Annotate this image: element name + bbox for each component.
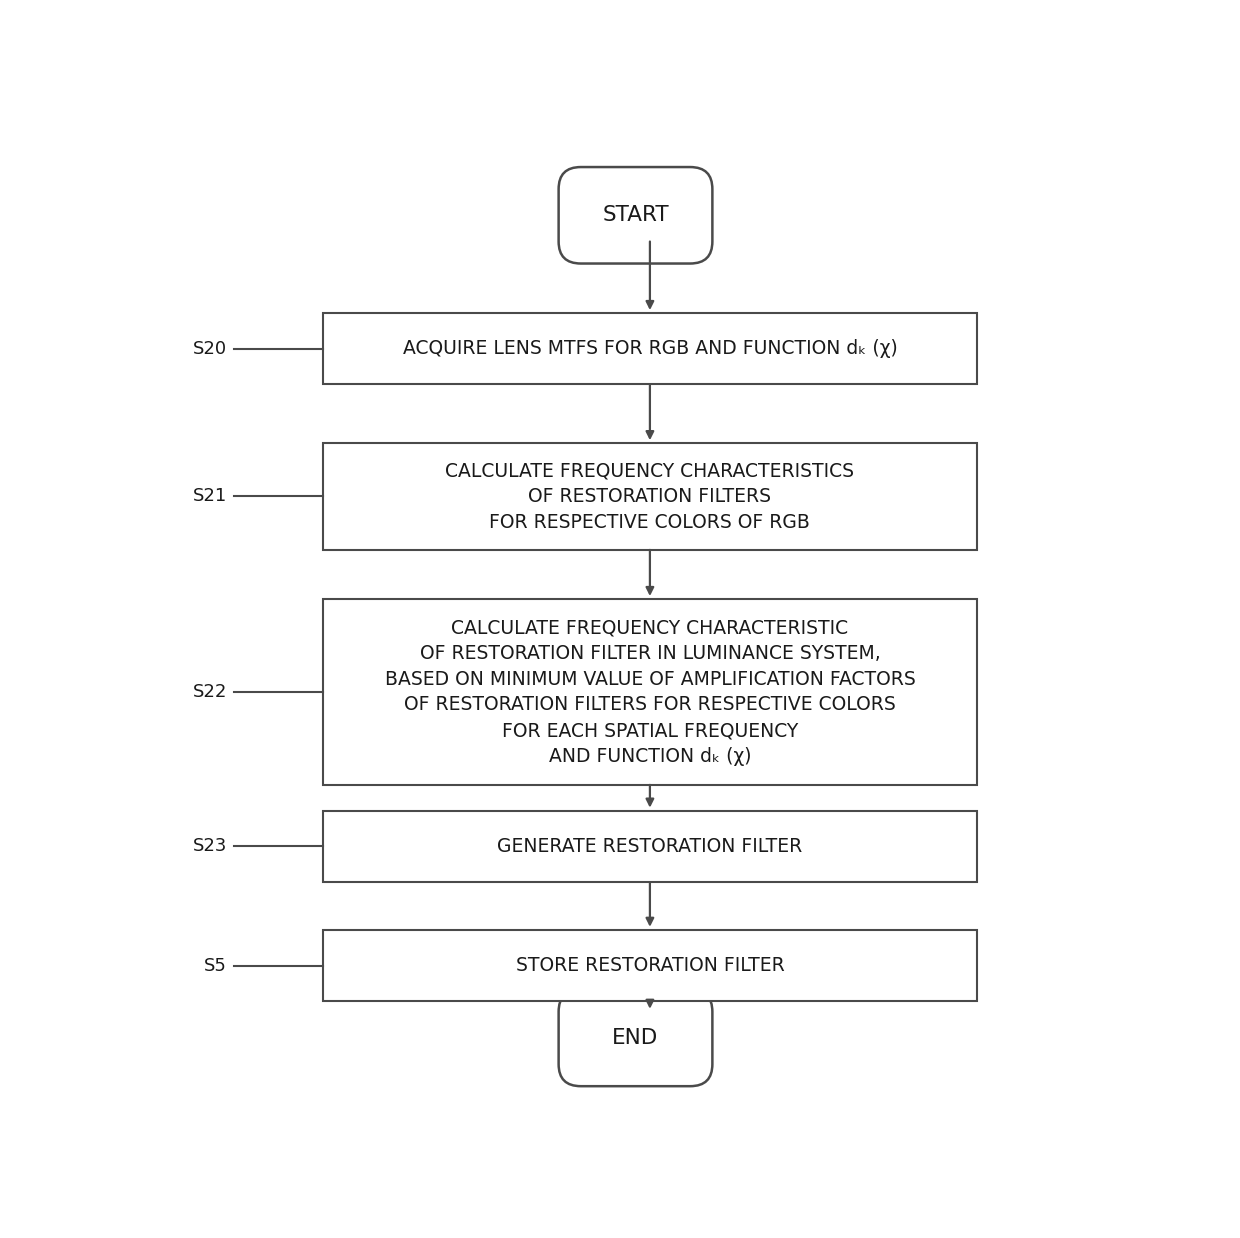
Text: START: START — [603, 206, 668, 225]
Text: STORE RESTORATION FILTER: STORE RESTORATION FILTER — [516, 956, 784, 976]
Text: CALCULATE FREQUENCY CHARACTERISTICS
OF RESTORATION FILTERS
FOR RESPECTIVE COLORS: CALCULATE FREQUENCY CHARACTERISTICS OF R… — [445, 462, 854, 532]
FancyBboxPatch shape — [558, 989, 712, 1086]
FancyBboxPatch shape — [324, 443, 977, 550]
Text: S20: S20 — [193, 339, 227, 358]
Text: S22: S22 — [192, 683, 227, 701]
FancyBboxPatch shape — [324, 599, 977, 785]
Text: GENERATE RESTORATION FILTER: GENERATE RESTORATION FILTER — [497, 837, 802, 855]
Text: S21: S21 — [193, 488, 227, 505]
Text: END: END — [613, 1028, 658, 1047]
Text: S23: S23 — [192, 837, 227, 855]
FancyBboxPatch shape — [324, 313, 977, 385]
Text: ACQUIRE LENS MTFS FOR RGB AND FUNCTION dₖ (χ): ACQUIRE LENS MTFS FOR RGB AND FUNCTION d… — [403, 339, 898, 358]
Text: S5: S5 — [205, 957, 227, 974]
FancyBboxPatch shape — [324, 811, 977, 883]
FancyBboxPatch shape — [558, 167, 712, 264]
Text: CALCULATE FREQUENCY CHARACTERISTIC
OF RESTORATION FILTER IN LUMINANCE SYSTEM,
BA: CALCULATE FREQUENCY CHARACTERISTIC OF RE… — [384, 618, 915, 766]
FancyBboxPatch shape — [324, 930, 977, 1002]
